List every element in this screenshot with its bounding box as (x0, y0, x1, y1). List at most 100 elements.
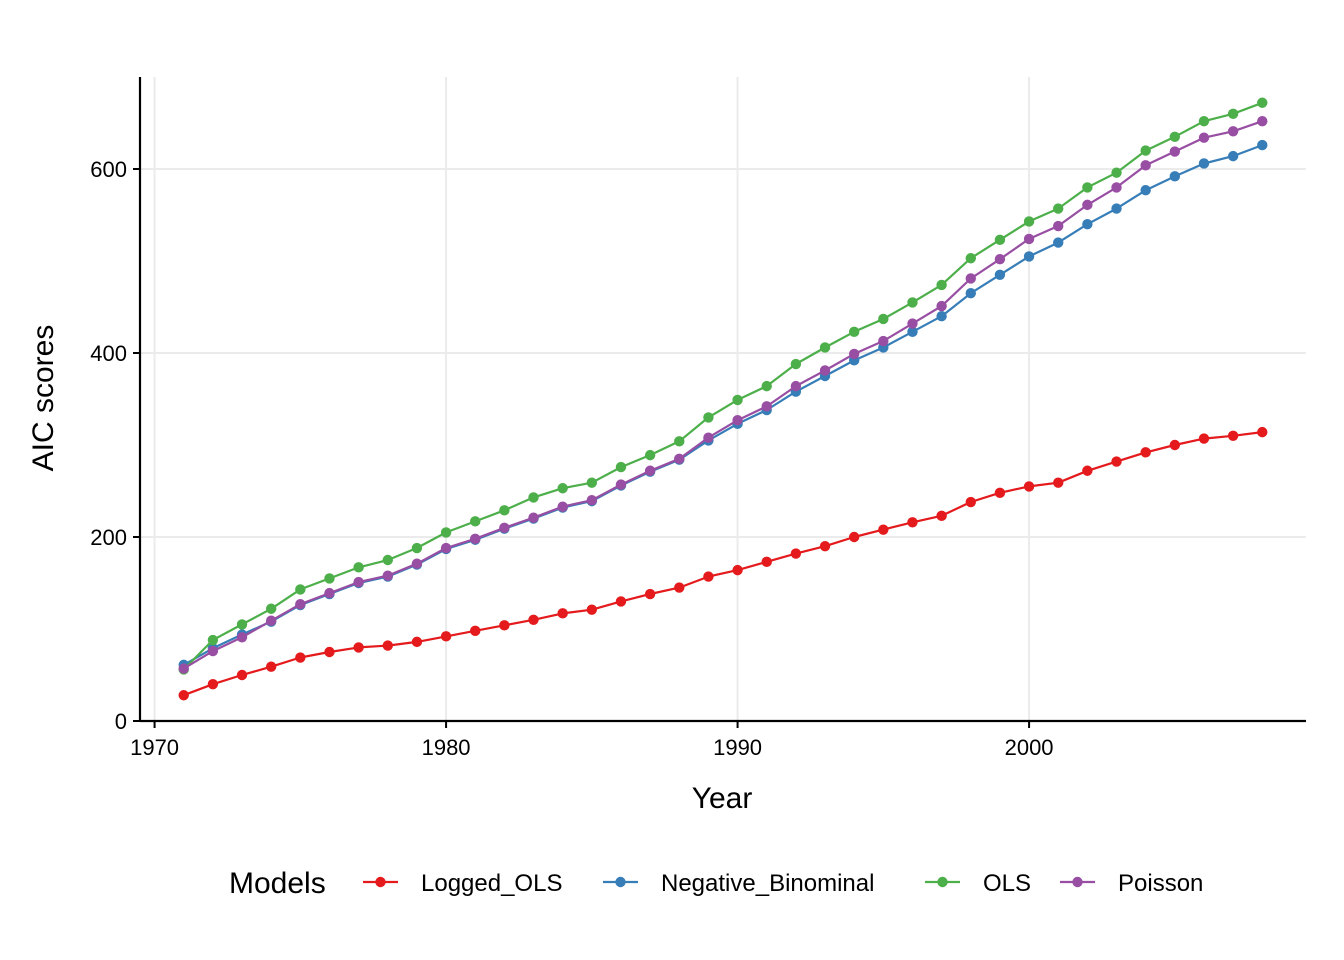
data-point (440, 527, 452, 538)
data-point (1257, 139, 1268, 151)
data-point (615, 596, 627, 607)
data-point (440, 542, 452, 554)
data-point (819, 541, 831, 552)
data-point (207, 634, 219, 646)
data-point (411, 636, 423, 648)
data-point (848, 326, 860, 338)
data-point (1023, 233, 1035, 245)
data-point (1227, 126, 1239, 137)
legend-title: Models (229, 867, 326, 900)
data-point (1140, 184, 1151, 196)
series-layer (178, 97, 1268, 701)
data-point (295, 584, 306, 595)
data-point (907, 517, 918, 528)
data-point (790, 358, 802, 370)
data-point (703, 412, 714, 423)
data-point (1257, 426, 1268, 438)
data-point (1053, 203, 1064, 214)
data-point (440, 631, 452, 642)
legend-key-point (615, 876, 626, 888)
x-axis-title: Year (692, 782, 753, 815)
data-point (470, 533, 481, 545)
data-point (324, 573, 335, 584)
data-point (557, 483, 568, 494)
data-point (470, 516, 481, 527)
data-point (1023, 216, 1035, 227)
data-point (1169, 171, 1181, 182)
x-tick-label: 1990 (713, 735, 762, 760)
data-point (236, 669, 248, 681)
series-ols (178, 97, 1268, 675)
data-point (1198, 433, 1210, 444)
axes: 1970 1980 1990 2000 0 200 400 600 (90, 77, 1306, 760)
data-point (994, 234, 1006, 246)
data-point (674, 436, 685, 447)
data-point (878, 313, 889, 325)
data-point (1198, 132, 1210, 143)
data-point (1198, 115, 1210, 127)
data-point (265, 661, 277, 672)
data-point (1053, 237, 1064, 248)
data-point (1140, 447, 1151, 458)
data-point (907, 318, 918, 329)
data-point (878, 524, 889, 535)
data-point (732, 414, 743, 426)
legend: Models Logged_OLS Negative_Binominal OLS Po… (229, 867, 1203, 900)
y-tick-label: 600 (90, 157, 127, 182)
data-point (965, 288, 976, 299)
data-point (1082, 199, 1093, 211)
data-point (353, 562, 364, 573)
series-negative-binominal (178, 139, 1268, 671)
data-point (586, 477, 598, 488)
data-point (411, 542, 423, 554)
data-point (761, 380, 772, 392)
legend-key-point (937, 876, 948, 888)
data-point (178, 690, 189, 701)
data-point (353, 576, 364, 588)
legend-label: Poisson (1118, 870, 1203, 897)
data-point (819, 365, 831, 376)
series-logged-ols (178, 426, 1268, 701)
legend-item-poisson: Poisson (1060, 870, 1203, 897)
data-point (1082, 219, 1093, 230)
data-point (528, 512, 539, 523)
data-point (236, 632, 248, 643)
data-point (761, 401, 772, 412)
data-point (236, 619, 248, 630)
data-point (207, 645, 219, 657)
legend-item-negative-binominal: Negative_Binominal (603, 870, 874, 897)
data-point (848, 531, 860, 543)
data-point (907, 297, 918, 308)
data-point (732, 394, 743, 406)
data-point (848, 348, 860, 360)
data-point (382, 554, 393, 566)
data-point (470, 625, 481, 637)
y-tick-label: 200 (90, 525, 127, 550)
y-tick-label: 400 (90, 341, 127, 366)
legend-label: Logged_OLS (421, 870, 562, 897)
data-point (324, 587, 335, 599)
data-point (703, 571, 714, 582)
legend-label: Negative_Binominal (661, 870, 874, 897)
data-point (295, 652, 306, 663)
data-point (965, 496, 976, 508)
data-point (674, 582, 685, 593)
data-point (1227, 150, 1239, 162)
data-point (819, 342, 831, 353)
data-point (528, 614, 539, 625)
data-point (790, 380, 802, 392)
data-point (1257, 97, 1268, 108)
data-point (1023, 481, 1035, 492)
series-poisson (178, 115, 1268, 674)
data-point (1227, 430, 1239, 441)
data-point (936, 311, 947, 322)
data-point (1198, 158, 1210, 169)
legend-item-ols: OLS (925, 870, 1031, 897)
data-point (1082, 465, 1093, 476)
data-point (178, 663, 189, 674)
series-line (183, 120, 1263, 670)
data-point (1169, 146, 1181, 157)
data-point (1023, 251, 1035, 262)
data-point (1257, 115, 1268, 127)
